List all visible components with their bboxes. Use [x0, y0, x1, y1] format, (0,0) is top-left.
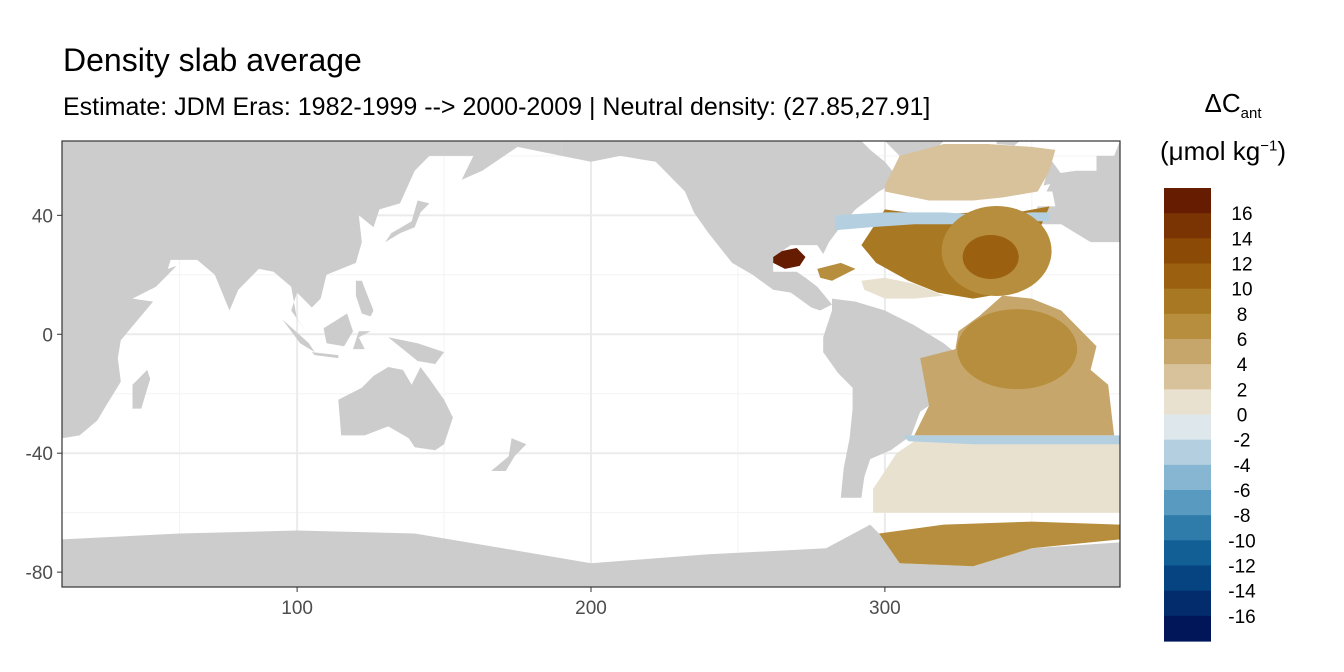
legend-label: -8 [1234, 506, 1251, 527]
legend-label: -14 [1228, 582, 1256, 603]
land-new-zealand [491, 438, 527, 471]
legend-swatch [1164, 414, 1211, 441]
land-iceland [996, 141, 1021, 146]
land-new-guinea [388, 337, 445, 364]
legend-swatch [1164, 364, 1211, 390]
chart-subtitle: Estimate: JDM Eras: 1982-1999 --> 2000-2… [63, 93, 931, 121]
data-layer [773, 144, 1120, 567]
legend-units: (μmol kg−1) [1160, 136, 1320, 167]
land-borneo [323, 313, 353, 347]
land-layer [62, 141, 1120, 587]
legend-label: 16 [1231, 204, 1252, 225]
legend-label: 0 [1237, 406, 1248, 427]
land-madagascar [132, 369, 151, 409]
legend-label: 10 [1231, 280, 1252, 301]
legend-label: 6 [1237, 330, 1248, 351]
land-java [311, 352, 339, 359]
y-tick-label: -40 [26, 444, 53, 465]
legend-label: -4 [1234, 456, 1251, 477]
legend-swatch [1164, 313, 1211, 340]
land-japan [385, 200, 430, 243]
y-tick-label: 0 [42, 325, 53, 346]
land-south-america [823, 298, 959, 498]
legend-swatch [1164, 590, 1211, 617]
field-caribbean [861, 277, 944, 299]
legend: 16 14 12 10 8 6 4 2 0 -2 -4 -6 -8 -10 -12 -14 -16 [1164, 188, 1256, 642]
x-tick-label: 300 [869, 598, 901, 619]
land-philippines [355, 280, 374, 317]
land-australia [338, 367, 453, 451]
field-gulf-of-mexico [817, 262, 856, 281]
legend-label: 8 [1237, 305, 1248, 326]
land-antarctica [62, 524, 1120, 587]
map-panel [61, 140, 1121, 588]
legend-swatch [1164, 490, 1211, 516]
legend-swatch [1164, 288, 1211, 315]
legend-title: ΔCant [1188, 88, 1278, 122]
legend-unit-open: (μmol kg [1160, 136, 1261, 166]
chart-title: Density slab average [63, 42, 362, 78]
land-africa-europe-asia [62, 141, 562, 439]
field-antarctic-shelf [879, 521, 1120, 567]
x-tick-label: 200 [575, 598, 607, 619]
y-tick-label: -80 [26, 563, 53, 584]
legend-label: -2 [1234, 431, 1251, 452]
land-sulawesi [353, 331, 371, 350]
legend-label: 2 [1237, 380, 1248, 401]
legend-label: 12 [1231, 255, 1252, 276]
legend-unit-close: ) [1277, 136, 1286, 166]
field-south-core [957, 309, 1078, 390]
legend-swatch [1164, 339, 1211, 365]
legend-unit-exponent: −1 [1260, 137, 1278, 155]
legend-swatch [1164, 565, 1211, 592]
land-sumatra [282, 319, 315, 353]
legend-swatch [1164, 263, 1211, 290]
legend-label: -16 [1228, 607, 1255, 628]
land-europe-east [1031, 141, 1120, 243]
legend-label: -10 [1228, 531, 1255, 552]
legend-title-main: ΔC [1204, 88, 1241, 118]
legend-swatch [1164, 439, 1211, 466]
legend-label: -6 [1234, 481, 1251, 502]
legend-swatch [1164, 464, 1211, 491]
legend-label: -12 [1228, 557, 1255, 578]
legend-swatch [1164, 188, 1211, 214]
legend-label: 14 [1231, 229, 1253, 250]
y-tick-label: 40 [32, 206, 53, 227]
legend-swatch [1164, 615, 1211, 642]
legend-title-sub: ant [1240, 105, 1262, 123]
legend-swatch [1164, 389, 1211, 416]
field-southern-band [902, 435, 1120, 445]
field-southern-ocean [873, 438, 1120, 513]
field-north-atlantic-subpolar [884, 144, 1056, 201]
legend-swatch [1164, 540, 1211, 567]
legend-label: 4 [1237, 355, 1248, 376]
x-tick-label: 100 [281, 598, 313, 619]
legend-swatch [1164, 213, 1211, 239]
legend-swatch [1164, 238, 1211, 265]
land-north-america [561, 141, 900, 311]
field-mediterranean-outflow [773, 248, 806, 269]
field-gyre-center [962, 234, 1019, 279]
legend-swatch [1164, 515, 1211, 541]
